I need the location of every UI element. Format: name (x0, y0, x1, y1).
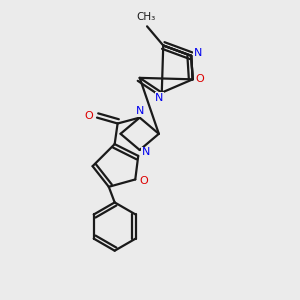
Text: O: O (84, 111, 93, 122)
Text: O: O (196, 74, 204, 84)
Text: O: O (139, 176, 148, 186)
Text: CH₃: CH₃ (136, 13, 155, 22)
Text: N: N (194, 48, 202, 59)
Text: N: N (155, 93, 164, 103)
Text: N: N (141, 147, 150, 158)
Text: N: N (136, 106, 144, 116)
